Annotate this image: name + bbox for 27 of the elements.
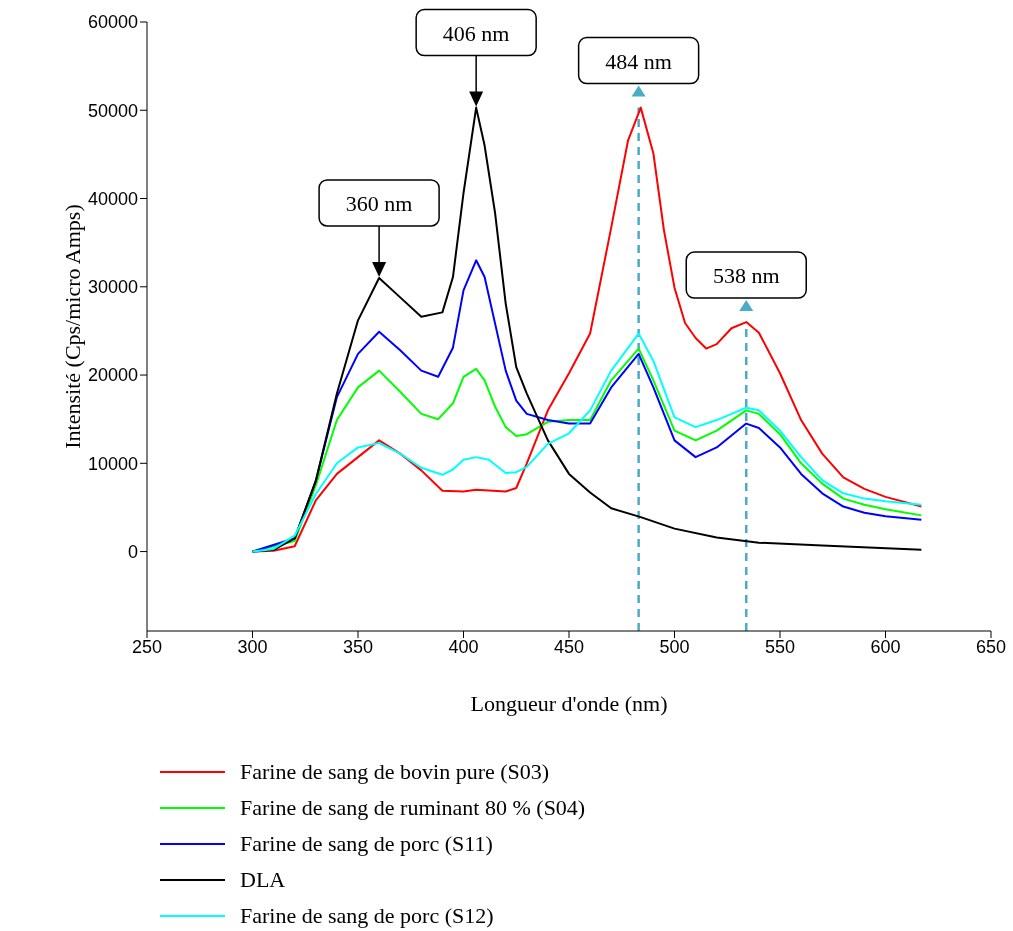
y-tick-label: 40000 bbox=[87, 188, 138, 209]
annotation: 360 nm bbox=[345, 190, 413, 216]
legend-label: Farine de sang de ruminant 80 % (S04) bbox=[240, 795, 586, 821]
y-tick-label: 10000 bbox=[87, 453, 138, 474]
annotation: 538 nm bbox=[712, 263, 780, 289]
x-tick-label: 400 bbox=[448, 636, 479, 657]
x-axis-title: Longueur d'onde (nm) bbox=[470, 691, 668, 716]
y-tick-label: 50000 bbox=[87, 100, 138, 121]
x-tick-label: 350 bbox=[342, 636, 374, 657]
x-tick-label: 450 bbox=[553, 636, 585, 657]
legend-label: Farine de sang de porc (S11) bbox=[240, 831, 493, 857]
x-tick-label: 650 bbox=[975, 636, 1007, 657]
y-tick-label: 60000 bbox=[87, 12, 138, 33]
annotation: 406 nm bbox=[442, 20, 510, 46]
legend-label: Farine de sang de bovin pure (S03) bbox=[240, 759, 550, 785]
annotation: 484 nm bbox=[605, 48, 672, 74]
x-tick-label: 500 bbox=[659, 636, 690, 657]
x-tick-label: 600 bbox=[870, 636, 901, 657]
x-tick-label: 250 bbox=[131, 636, 163, 657]
x-tick-label: 550 bbox=[764, 636, 796, 657]
y-tick-label: 20000 bbox=[87, 365, 138, 386]
legend-label: DLA bbox=[240, 867, 286, 893]
y-tick-label: 0 bbox=[127, 541, 138, 562]
y-axis-title: Intensité (Cps/micro Amps) bbox=[59, 204, 85, 449]
x-tick-label: 300 bbox=[237, 636, 268, 657]
legend-label: Farine de sang de porc (S12) bbox=[240, 903, 494, 929]
y-tick-label: 30000 bbox=[87, 277, 138, 298]
